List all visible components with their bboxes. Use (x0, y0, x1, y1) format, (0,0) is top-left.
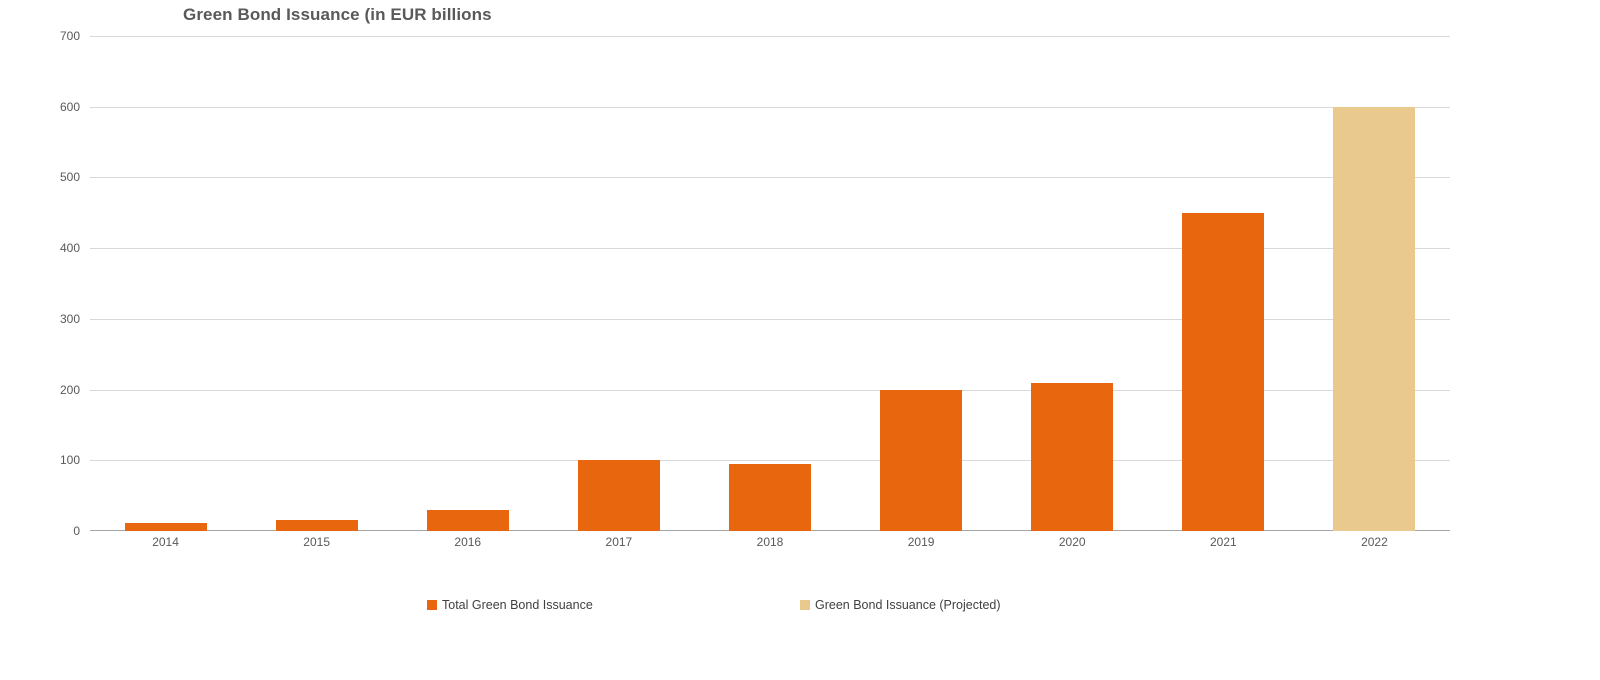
bar-2019 (880, 389, 963, 531)
chart-title: Green Bond Issuance (in EUR billions (183, 5, 492, 24)
gridline-400 (90, 248, 1450, 250)
y-tick-label-500: 500 (59, 170, 80, 185)
x-tick-label-2014: 2014 (152, 535, 179, 549)
x-tick-label-2022: 2022 (1361, 535, 1388, 549)
plot-area (90, 36, 1450, 531)
bar-2017 (577, 460, 660, 531)
bar-2016 (426, 509, 509, 531)
x-tick-label-2016: 2016 (454, 535, 482, 549)
legend-label-projected: Green Bond Issuance (Projected) (815, 597, 1001, 612)
x-tick-label-2021: 2021 (1209, 535, 1237, 549)
legend-label-total: Total Green Bond Issuance (442, 597, 593, 612)
y-tick-label-300: 300 (59, 311, 80, 326)
bar-2014 (124, 522, 207, 531)
y-tick-label-0: 0 (73, 524, 80, 538)
gridline-600 (90, 106, 1450, 108)
bar-2018 (729, 463, 811, 531)
legend-swatch-projected-icon (800, 599, 810, 610)
gridline-700 (90, 36, 1450, 37)
bar-2015 (275, 520, 358, 531)
bar-2021 (1182, 212, 1265, 531)
x-tick-label-2020: 2020 (1058, 535, 1086, 549)
y-tick-label-100: 100 (59, 453, 80, 468)
gridline-100 (90, 460, 1450, 462)
y-tick-label-700: 700 (59, 29, 80, 43)
bar-2022 (1333, 106, 1416, 531)
legend-item-projected: Green Bond Issuance (Projected) (800, 597, 1001, 612)
x-tick-label-2015: 2015 (303, 535, 330, 549)
bar-2020 (1031, 382, 1114, 531)
legend-swatch-total-icon (427, 599, 437, 610)
chart-legend: Total Green Bond Issuance Green Bond Iss… (0, 597, 1600, 613)
x-tick-label-2018: 2018 (756, 535, 784, 549)
y-tick-label-200: 200 (59, 382, 80, 397)
y-tick-label-400: 400 (59, 241, 80, 256)
y-tick-label-600: 600 (59, 99, 80, 114)
legend-item-total: Total Green Bond Issuance (427, 597, 593, 612)
gridline-200 (90, 389, 1450, 391)
gridline-500 (90, 177, 1450, 179)
gridline-300 (90, 318, 1450, 320)
x-tick-label-2017: 2017 (605, 535, 633, 549)
x-tick-label-2019: 2019 (907, 535, 935, 549)
